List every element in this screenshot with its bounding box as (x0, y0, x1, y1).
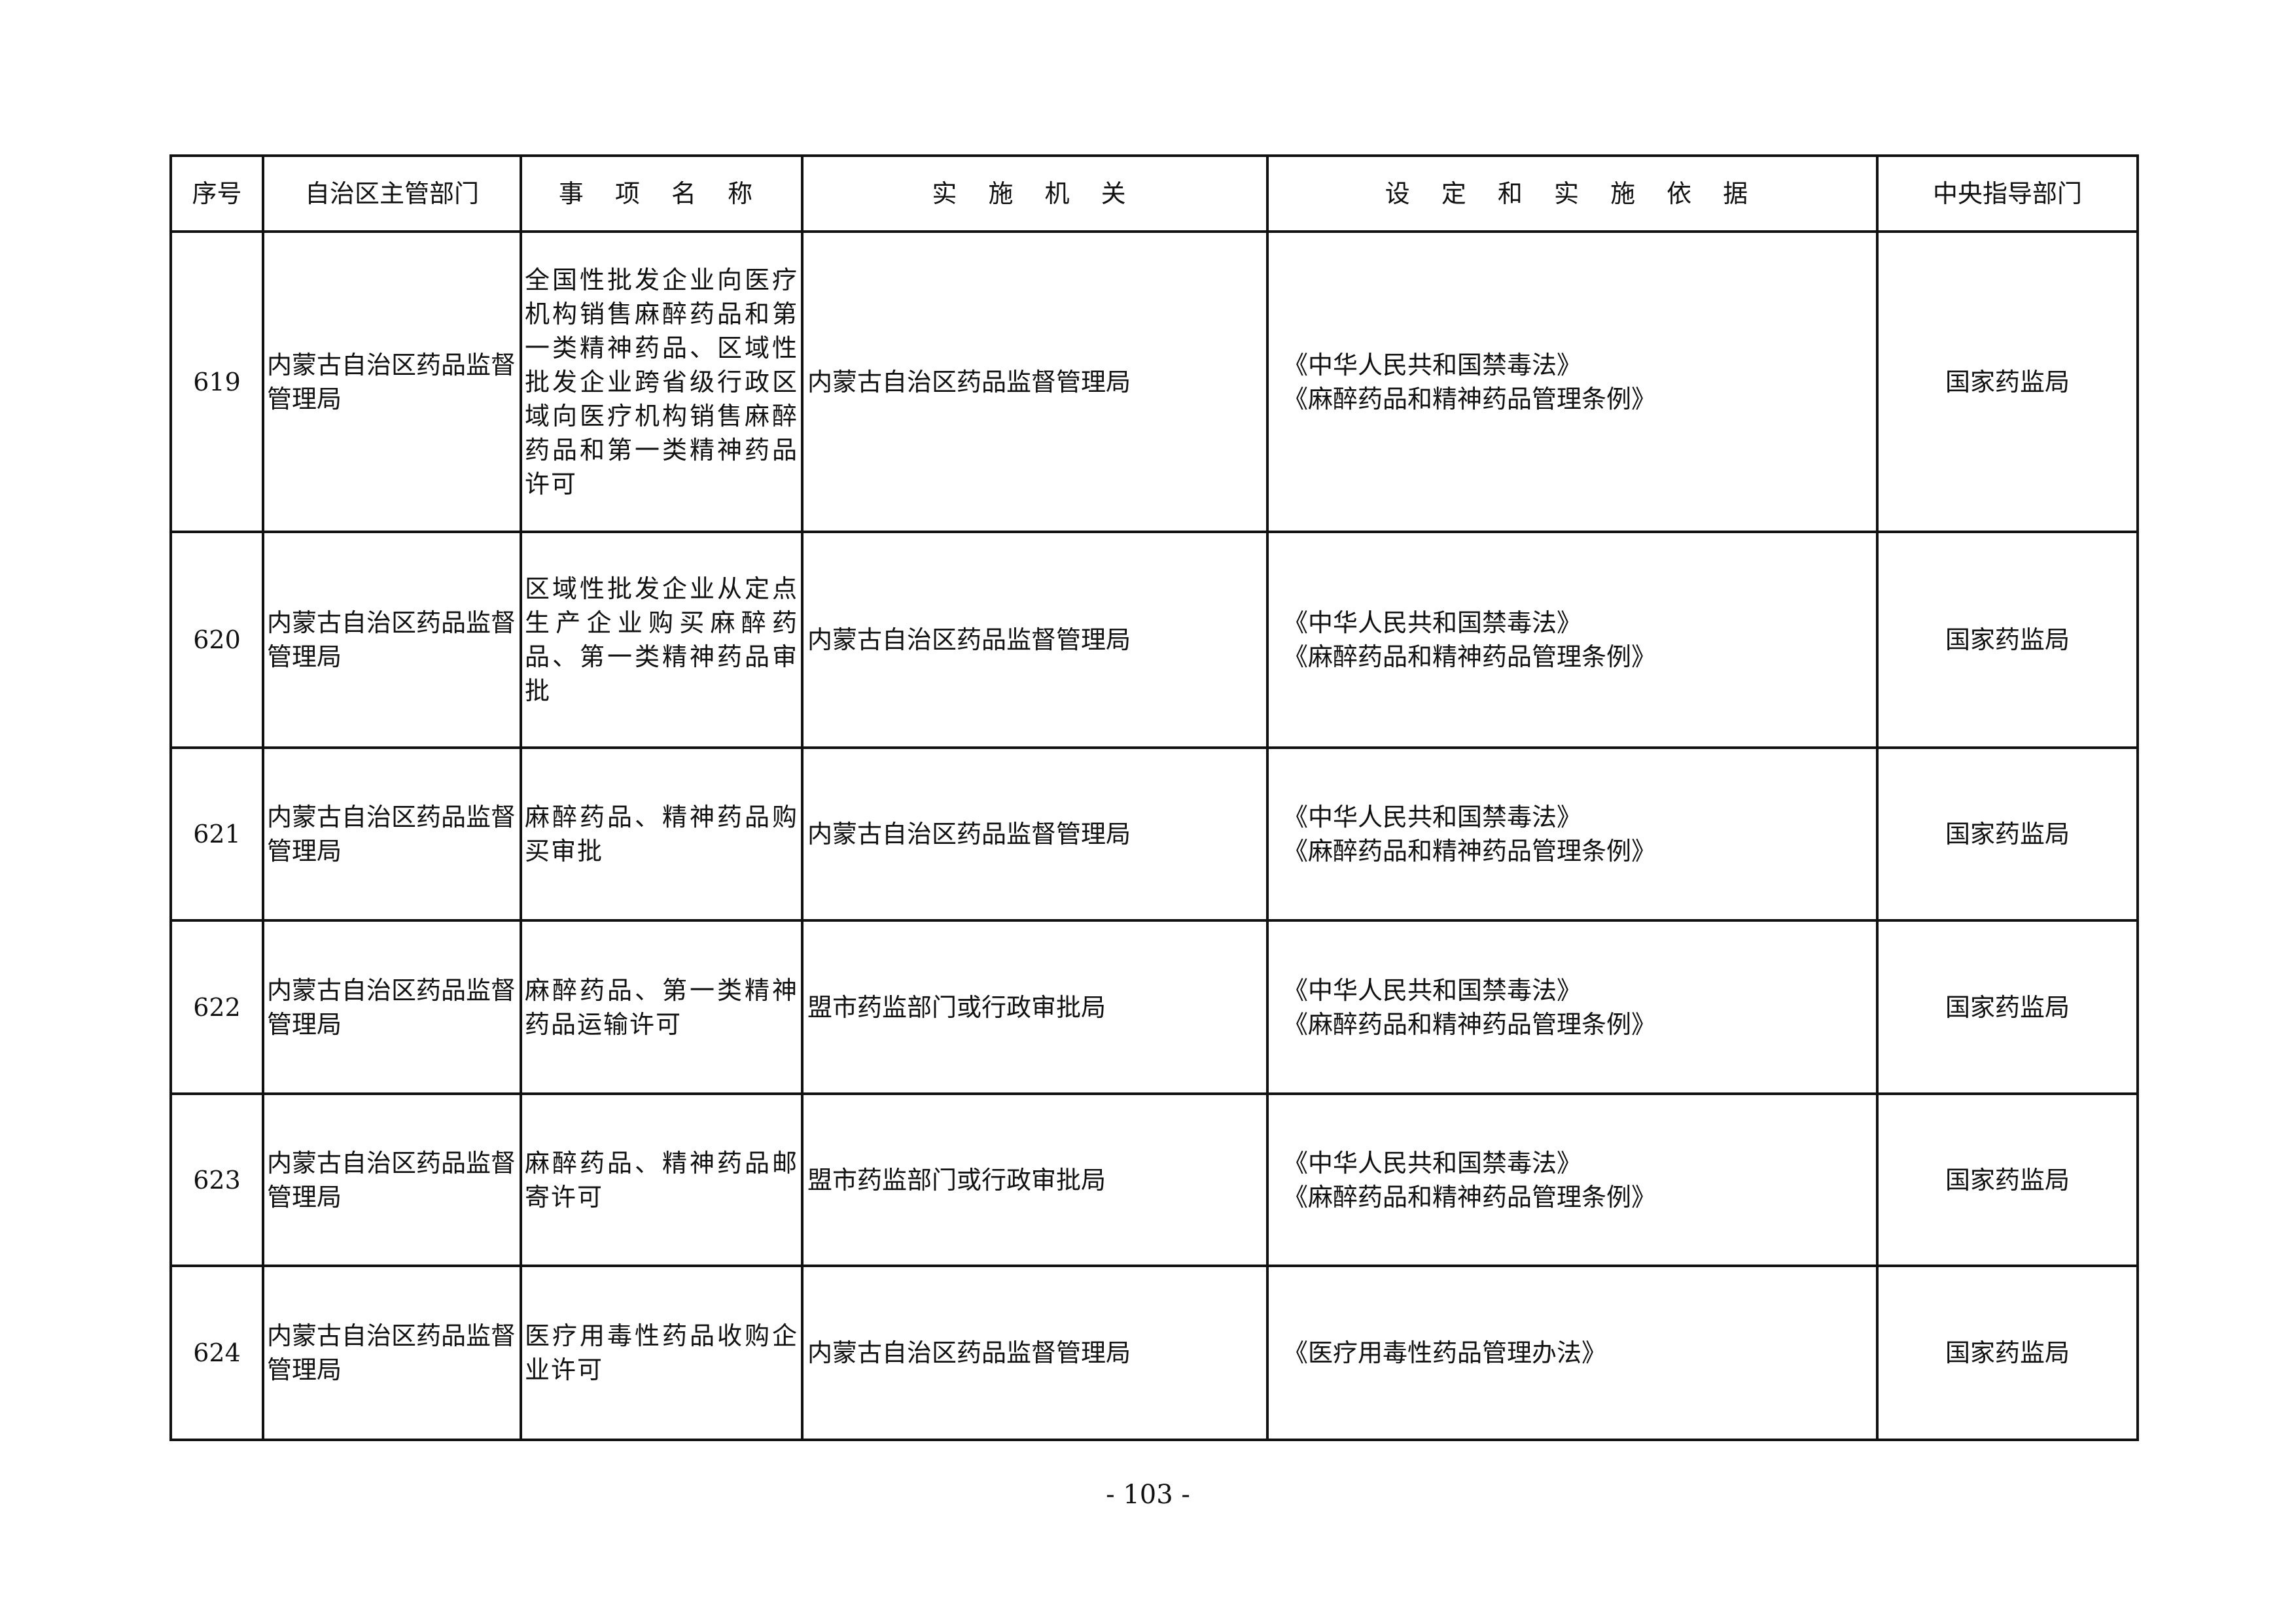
table-row: 621 内蒙古自治区药品监督管理局 麻醉药品、精神药品购买审批 内蒙古自治区药品监督管… (169, 746, 2139, 922)
cell-agency: 内蒙古自治区药品监督管理局 (801, 230, 1269, 533)
header-no: 序号 (169, 154, 264, 233)
basis-line: 《中华人民共和国禁毒法》 (1283, 975, 1582, 1005)
cell-item: 麻醉药品、第一类精神药品运输许可 (520, 919, 804, 1095)
cell-dept: 内蒙古自治区药品监督管理局 (262, 1092, 522, 1267)
cell-item: 区域性批发企业从定点生产企业购买麻醉药品、第一类精神药品审批 (520, 531, 804, 749)
cell-agency: 内蒙古自治区药品监督管理局 (801, 531, 1269, 749)
header-agency: 实 施 机 关 (801, 154, 1269, 233)
basis-line: 《医疗用毒性药品管理办法》 (1283, 1338, 1607, 1367)
cell-no: 621 (169, 746, 264, 922)
table-row: 619 内蒙古自治区药品监督管理局 全国性批发企业向医疗机构销售麻醉药品和第一类精神… (169, 230, 2139, 533)
cell-no: 620 (169, 531, 264, 749)
cell-basis: 《中华人民共和国禁毒法》《麻醉药品和精神药品管理条例》 (1266, 531, 1879, 749)
basis-line: 《麻醉药品和精神药品管理条例》 (1283, 1182, 1657, 1212)
cell-no: 623 (169, 1092, 264, 1267)
header-item: 事 项 名 称 (520, 154, 804, 233)
cell-central: 国家药监局 (1876, 746, 2139, 922)
cell-basis: 《中华人民共和国禁毒法》《麻醉药品和精神药品管理条例》 (1266, 1092, 1879, 1267)
cell-item: 麻醉药品、精神药品邮寄许可 (520, 1092, 804, 1267)
basis-line: 《中华人民共和国禁毒法》 (1283, 608, 1582, 637)
basis-line: 《麻醉药品和精神药品管理条例》 (1283, 384, 1657, 413)
cell-no: 619 (169, 230, 264, 533)
table-row: 622 内蒙古自治区药品监督管理局 麻醉药品、第一类精神药品运输许可 盟市药监部门或行… (169, 919, 2139, 1095)
cell-central: 国家药监局 (1876, 230, 2139, 533)
cell-basis: 《中华人民共和国禁毒法》《麻醉药品和精神药品管理条例》 (1266, 230, 1879, 533)
header-central: 中央指导部门 (1876, 154, 2139, 233)
cell-agency: 盟市药监部门或行政审批局 (801, 1092, 1269, 1267)
basis-line: 《中华人民共和国禁毒法》 (1283, 350, 1582, 379)
page-number: - 103 - (1106, 1480, 1190, 1510)
cell-central: 国家药监局 (1876, 531, 2139, 749)
cell-agency: 内蒙古自治区药品监督管理局 (801, 746, 1269, 922)
basis-line: 《麻醉药品和精神药品管理条例》 (1283, 1009, 1657, 1039)
cell-basis: 《中华人民共和国禁毒法》《麻醉药品和精神药品管理条例》 (1266, 746, 1879, 922)
cell-agency: 盟市药监部门或行政审批局 (801, 919, 1269, 1095)
cell-dept: 内蒙古自治区药品监督管理局 (262, 1265, 522, 1441)
table-row: 624 内蒙古自治区药品监督管理局 医疗用毒性药品收购企业许可 内蒙古自治区药品监督管… (169, 1265, 2139, 1441)
cell-basis: 《中华人民共和国禁毒法》《麻醉药品和精神药品管理条例》 (1266, 919, 1879, 1095)
cell-agency: 内蒙古自治区药品监督管理局 (801, 1265, 1269, 1441)
items-table: 序号 自治区主管部门 事 项 名 称 实 施 机 关 设 定 和 实 施 依 据… (169, 154, 2139, 1441)
table-header-row: 序号 自治区主管部门 事 项 名 称 实 施 机 关 设 定 和 实 施 依 据… (169, 154, 2139, 233)
cell-no: 624 (169, 1265, 264, 1441)
table-row: 623 内蒙古自治区药品监督管理局 麻醉药品、精神药品邮寄许可 盟市药监部门或行政审批… (169, 1092, 2139, 1267)
cell-dept: 内蒙古自治区药品监督管理局 (262, 531, 522, 749)
basis-line: 《麻醉药品和精神药品管理条例》 (1283, 837, 1657, 865)
cell-dept: 内蒙古自治区药品监督管理局 (262, 746, 522, 922)
cell-central: 国家药监局 (1876, 1265, 2139, 1441)
cell-basis: 《医疗用毒性药品管理办法》 (1266, 1265, 1879, 1441)
cell-item: 全国性批发企业向医疗机构销售麻醉药品和第一类精神药品、区域性批发企业跨省级行政区… (520, 230, 804, 533)
basis-line: 《麻醉药品和精神药品管理条例》 (1283, 642, 1657, 671)
table-row: 620 内蒙古自治区药品监督管理局 区域性批发企业从定点生产企业购买麻醉药品、第一类… (169, 531, 2139, 749)
basis-line: 《中华人民共和国禁毒法》 (1283, 803, 1582, 831)
header-basis: 设 定 和 实 施 依 据 (1266, 154, 1879, 233)
header-dept: 自治区主管部门 (262, 154, 522, 233)
cell-central: 国家药监局 (1876, 919, 2139, 1095)
cell-no: 622 (169, 919, 264, 1095)
cell-item: 医疗用毒性药品收购企业许可 (520, 1265, 804, 1441)
cell-item: 麻醉药品、精神药品购买审批 (520, 746, 804, 922)
cell-dept: 内蒙古自治区药品监督管理局 (262, 919, 522, 1095)
basis-line: 《中华人民共和国禁毒法》 (1283, 1148, 1582, 1178)
cell-central: 国家药监局 (1876, 1092, 2139, 1267)
cell-dept: 内蒙古自治区药品监督管理局 (262, 230, 522, 533)
